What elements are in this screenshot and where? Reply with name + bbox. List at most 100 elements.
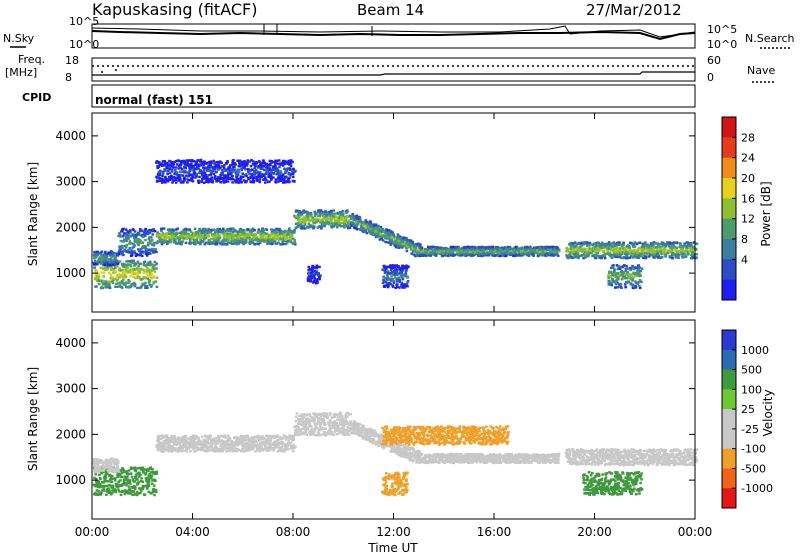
data-pixel — [379, 235, 382, 238]
data-pixel — [216, 176, 220, 179]
data-pixel — [683, 253, 687, 256]
data-pixel — [267, 241, 271, 245]
data-pixel — [310, 272, 313, 275]
data-pixel — [440, 251, 444, 254]
data-pixel — [259, 237, 262, 241]
data-pixel — [207, 161, 211, 164]
data-pixel — [205, 178, 208, 181]
data-pixel — [336, 224, 339, 227]
data-pixel — [122, 480, 126, 483]
data-pixel — [565, 255, 569, 258]
data-pixel — [207, 239, 211, 242]
data-pixel — [453, 253, 457, 257]
data-pixel — [450, 247, 454, 250]
data-pixel — [315, 219, 318, 223]
data-pixel — [318, 214, 321, 218]
data-pixel — [329, 210, 333, 214]
data-pixel — [125, 491, 128, 494]
data-pixel — [606, 252, 610, 255]
data-pixel — [424, 248, 427, 251]
data-pixel — [234, 163, 237, 166]
data-pixel — [616, 267, 620, 271]
data-pixel — [152, 248, 156, 251]
data-pixel — [267, 175, 270, 178]
data-pixel — [164, 169, 167, 172]
data-pixel — [189, 173, 193, 176]
data-pixel — [241, 172, 244, 175]
data-pixel — [104, 475, 107, 478]
data-pixel — [319, 212, 322, 216]
data-pixel — [598, 248, 602, 251]
data-pixel — [105, 493, 108, 496]
data-pixel — [185, 171, 188, 174]
data-pixel — [179, 231, 182, 234]
data-pixel — [250, 172, 254, 176]
data-pixel — [440, 250, 443, 253]
data-pixel — [396, 233, 400, 236]
data-pixel — [145, 487, 149, 490]
data-pixel — [494, 254, 498, 257]
data-pixel — [608, 247, 611, 251]
data-pixel — [544, 246, 548, 249]
data-pixel — [123, 238, 126, 241]
data-pixel — [130, 283, 133, 286]
data-pixel — [93, 476, 96, 480]
data-pixel — [327, 221, 331, 224]
data-pixel — [252, 235, 256, 238]
data-pixel — [100, 468, 103, 471]
data-pixel — [573, 246, 576, 249]
data-pixel — [582, 257, 585, 260]
data-pixel — [163, 164, 166, 167]
data-pixel — [617, 251, 620, 254]
data-pixel — [292, 231, 296, 234]
data-pixel — [133, 230, 137, 233]
data-pixel — [253, 164, 257, 167]
data-pixel — [458, 248, 461, 251]
data-pixel — [274, 161, 278, 165]
data-pixel — [311, 267, 315, 270]
data-pixel — [285, 236, 289, 239]
data-pixel — [643, 254, 646, 258]
data-pixel — [523, 252, 527, 256]
data-pixel — [337, 219, 341, 223]
data-pixel — [204, 176, 207, 179]
data-pixel — [521, 253, 525, 256]
data-pixel — [346, 215, 350, 218]
data-pixel — [120, 471, 124, 475]
data-pixel — [221, 232, 225, 235]
data-pixel — [288, 167, 292, 170]
data-pixel — [464, 246, 467, 250]
data-pixel — [194, 163, 197, 167]
data-pixel — [316, 281, 319, 284]
data-pixel — [231, 181, 234, 184]
data-pixel — [100, 253, 103, 256]
data-pixel — [649, 244, 652, 248]
data-pixel — [286, 241, 289, 244]
data-pixel — [404, 271, 408, 275]
data-pixel — [253, 169, 257, 173]
data-pixel — [209, 231, 212, 234]
data-pixel — [338, 222, 341, 225]
data-pixel — [300, 213, 304, 216]
data-pixel — [188, 228, 191, 231]
data-pixel — [474, 252, 478, 256]
colorbar-segment — [722, 198, 736, 220]
data-pixel — [125, 271, 128, 275]
data-pixel — [694, 253, 698, 256]
data-pixel — [397, 265, 401, 268]
data-pixel — [133, 244, 136, 247]
data-pixel — [135, 477, 139, 480]
data-pixel — [120, 475, 124, 479]
data-pixel — [142, 271, 145, 274]
data-pixel — [253, 171, 257, 175]
data-pixel — [578, 254, 582, 258]
data-pixel — [346, 224, 350, 228]
data-pixel — [155, 241, 159, 245]
data-pixel — [398, 279, 402, 282]
data-pixel — [117, 480, 121, 483]
data-pixel — [553, 247, 557, 251]
data-pixel — [613, 268, 616, 271]
data-pixel — [190, 159, 194, 162]
data-pixel — [365, 220, 369, 224]
data-pixel — [207, 234, 210, 237]
